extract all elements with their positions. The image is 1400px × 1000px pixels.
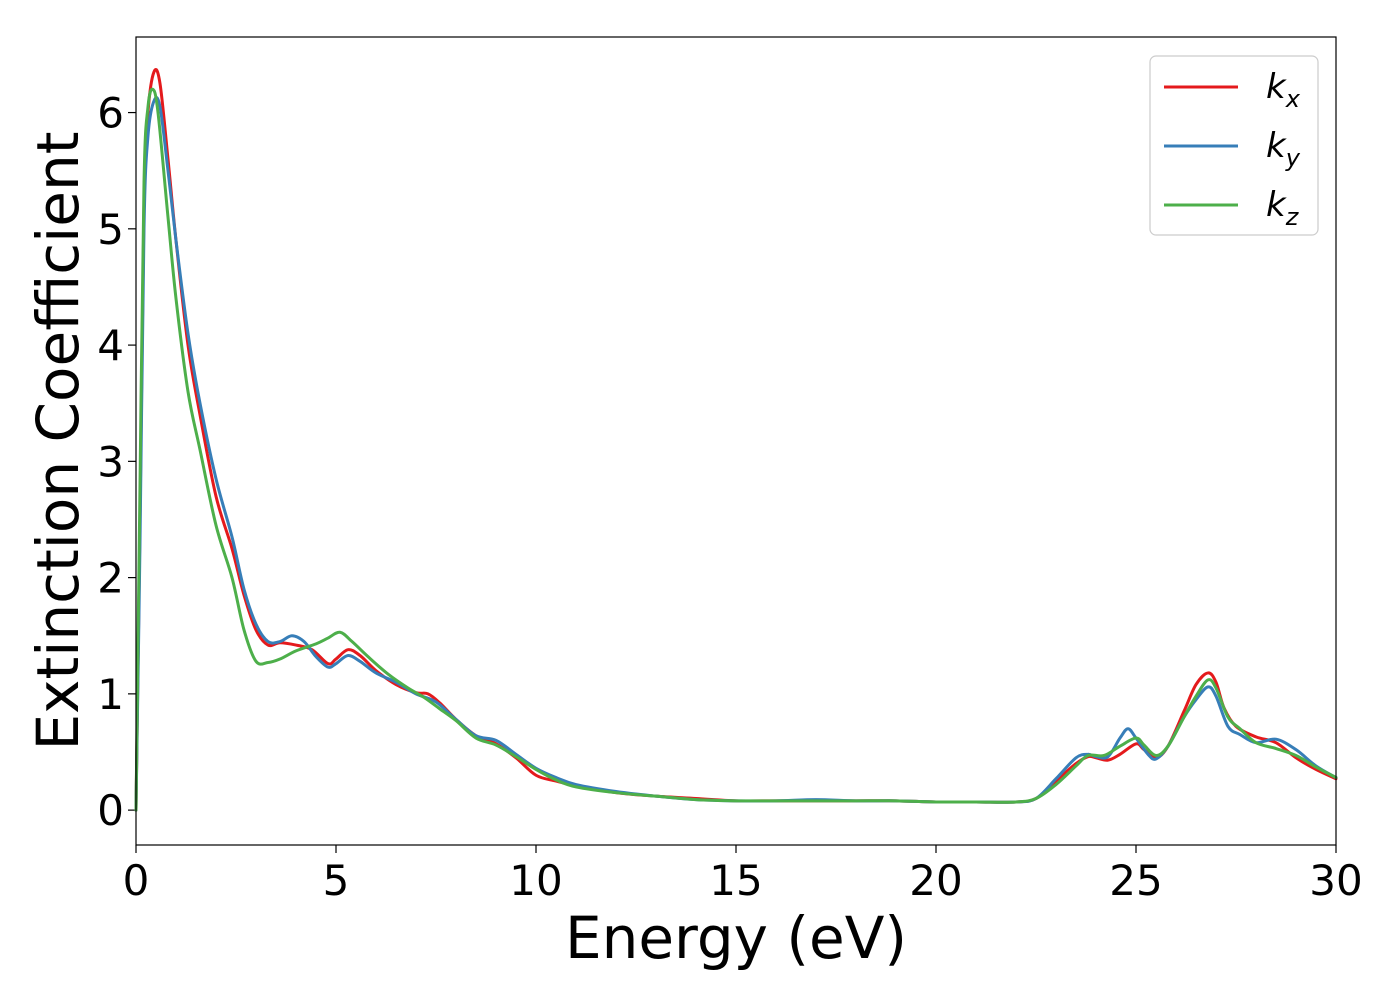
x-axis-title: Energy (eV) — [565, 904, 907, 972]
y-tick-label: 2 — [97, 554, 124, 603]
y-tick-label: 6 — [97, 89, 124, 138]
legend: kx ky kz — [1149, 55, 1319, 236]
y-tick-label: 1 — [97, 670, 124, 719]
x-tick-label: 25 — [1109, 856, 1162, 905]
y-tick-label: 0 — [97, 786, 124, 835]
plot-frame — [135, 36, 1337, 846]
x-tick-label: 10 — [509, 856, 562, 905]
series-line-k-y — [134, 96, 1338, 812]
x-axis: 0 5 10 15 20 25 30 — [123, 845, 1363, 905]
y-axis-title: Extinction Coefficient — [24, 132, 92, 751]
x-tick-label: 0 — [123, 856, 150, 905]
y-axis: 0 1 2 3 4 5 6 — [97, 89, 136, 835]
x-tick-label: 20 — [909, 856, 962, 905]
y-tick-label: 5 — [97, 205, 124, 254]
y-tick-label: 4 — [97, 321, 124, 370]
series-line-k-z — [134, 87, 1338, 812]
x-tick-label: 5 — [323, 856, 350, 905]
legend-label-k-x: kx — [1266, 67, 1301, 113]
series-lines — [134, 68, 1338, 812]
legend-label-k-y: ky — [1266, 126, 1301, 172]
y-tick-label: 3 — [97, 437, 124, 486]
legend-label-k-z: kz — [1266, 185, 1300, 231]
x-tick-label: 15 — [709, 856, 762, 905]
plot-background — [136, 37, 1336, 845]
x-tick-label: 30 — [1309, 856, 1362, 905]
